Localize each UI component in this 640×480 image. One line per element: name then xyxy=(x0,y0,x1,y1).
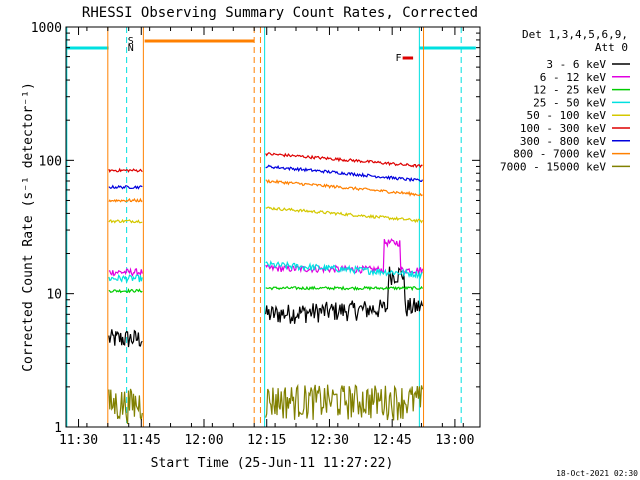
series-line-2-interval-0 xyxy=(108,288,143,294)
series-line-5-interval-1 xyxy=(265,152,423,169)
x-tick-label-2: 12:00 xyxy=(184,433,223,448)
series-line-0-interval-1 xyxy=(265,266,424,324)
series-line-7-interval-1 xyxy=(265,178,423,197)
series-line-8-interval-1 xyxy=(265,383,424,421)
flag-label-f: F xyxy=(395,53,401,64)
flag-label-n: N xyxy=(128,43,134,54)
x-tick-label-1: 11:45 xyxy=(122,433,161,448)
y-tick-label-0: 1 xyxy=(54,421,62,436)
y-tick-label-1: 10 xyxy=(46,288,62,303)
legend-entry-label-0: 3 - 6 keV xyxy=(546,58,606,71)
series-line-6-interval-0 xyxy=(108,184,143,190)
x-tick-label-6: 13:00 xyxy=(435,433,474,448)
legend-entry-label-6: 300 - 800 keV xyxy=(520,135,606,148)
y-axis-label: Corrected Count Rate (s⁻¹ detector⁻¹) xyxy=(21,82,36,372)
series-line-7-interval-0 xyxy=(108,197,143,203)
x-tick-label-3: 12:15 xyxy=(247,433,286,448)
series-line-8-interval-0 xyxy=(108,388,143,425)
x-tick-label-5: 12:45 xyxy=(373,433,412,448)
data-layer: SN F xyxy=(66,27,476,427)
legend-entry-label-5: 100 - 300 keV xyxy=(520,122,606,135)
series-line-4-interval-1 xyxy=(265,206,424,224)
legend-entry-label-7: 800 - 7000 keV xyxy=(513,148,606,161)
legend-entry-label-3: 25 - 50 keV xyxy=(533,96,606,109)
y-tick-label-2: 100 xyxy=(39,154,62,169)
series-line-3-interval-1 xyxy=(265,259,423,280)
legend-header-line-2: Att 0 xyxy=(595,41,628,54)
series-line-6-interval-1 xyxy=(265,164,424,183)
footer-timestamp: 18-Oct-2021 02:30 xyxy=(556,469,638,478)
plot-frame xyxy=(65,26,481,428)
legend-entry-label-4: 50 - 100 keV xyxy=(527,109,607,122)
series-line-4-interval-0 xyxy=(108,218,143,224)
series-line-0-interval-0 xyxy=(108,329,143,348)
axis-ticks: 1 10 100 1000 11:30 11:45 12:00 12:15 12:30 12:45… xyxy=(31,21,480,448)
series-line-5-interval-0 xyxy=(108,167,143,173)
flag-label-s: S xyxy=(128,36,134,47)
x-tick-label-0: 11:30 xyxy=(59,433,98,448)
chart-title: RHESSI Observing Summary Count Rates, Co… xyxy=(82,5,478,21)
series-line-1-interval-0 xyxy=(108,267,143,277)
legend-entry-label-8: 7000 - 15000 keV xyxy=(500,160,606,173)
y-tick-label-3: 1000 xyxy=(31,21,62,36)
series-line-2-interval-1 xyxy=(265,285,424,292)
legend-entry-label-1: 6 - 12 keV xyxy=(540,71,607,84)
legend-entry-label-2: 12 - 25 keV xyxy=(533,84,606,97)
legend-header-line-1: Det 1,3,4,5,6,9, xyxy=(522,28,628,41)
x-tick-label-4: 12:30 xyxy=(310,433,349,448)
x-axis-label: Start Time (25-Jun-11 11:27:22) xyxy=(151,456,394,471)
series-line-3-interval-0 xyxy=(108,274,143,284)
